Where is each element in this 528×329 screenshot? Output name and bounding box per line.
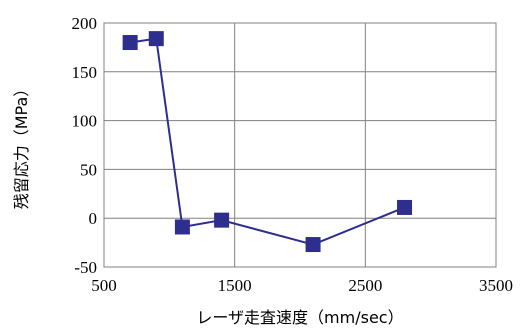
- grid: [104, 23, 496, 267]
- data-point-marker: [397, 199, 413, 215]
- y-tick-label: 100: [72, 112, 98, 131]
- data-point-marker: [305, 237, 321, 253]
- x-tick-label: 2500: [348, 276, 382, 295]
- y-tick-label: 0: [89, 209, 98, 228]
- y-tick-label: 150: [72, 63, 98, 82]
- x-tick-label: 3500: [479, 276, 513, 295]
- x-tick-label: 1500: [218, 276, 252, 295]
- data-point-marker: [148, 31, 164, 47]
- data-point-marker: [122, 35, 138, 51]
- y-tick-label: 50: [80, 160, 97, 179]
- x-axis-title: レーザ走査速度（mm/sec）: [196, 308, 403, 327]
- data-point-marker: [174, 219, 190, 235]
- y-tick-label: -50: [74, 258, 97, 277]
- y-tick-label: 200: [72, 14, 98, 33]
- data-point-marker: [214, 212, 230, 228]
- plot-area: [103, 22, 497, 268]
- x-tick-label: 500: [91, 276, 117, 295]
- y-tick-labels: 200 150 100 50 0 -50: [72, 14, 98, 277]
- x-tick-labels: 500 1500 2500 3500: [91, 276, 513, 295]
- y-axis-title: 残留応力（MPa）: [12, 81, 31, 210]
- series-group: [122, 31, 413, 253]
